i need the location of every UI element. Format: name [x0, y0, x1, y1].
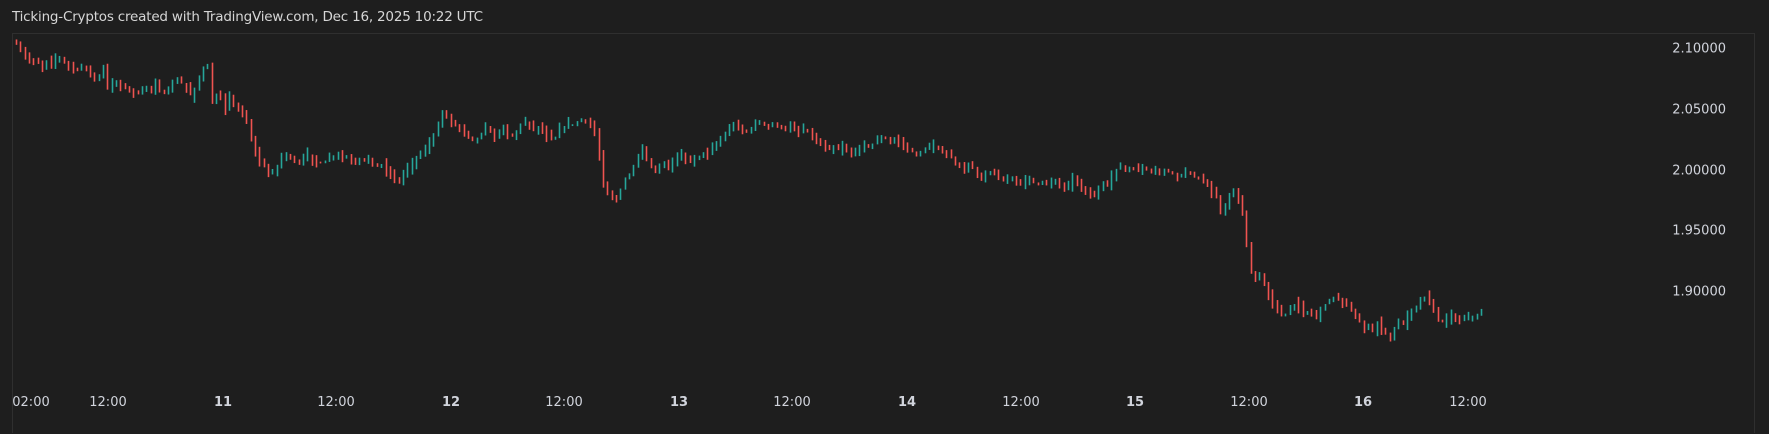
time-tick-label: 12:00 — [317, 395, 355, 410]
price-tick-label: 2.05000 — [1672, 102, 1726, 118]
price-tick-label: 1.95000 — [1672, 223, 1726, 239]
date-tick-label: 16 — [1353, 395, 1373, 410]
time-tick-label: 12:00 — [773, 395, 811, 410]
date-tick-label: 11 — [213, 395, 233, 410]
date-tick-label: 15 — [1125, 395, 1145, 410]
price-tick-label: 2.00000 — [1672, 163, 1726, 178]
time-tick-label: 12:00 — [1002, 395, 1040, 410]
price-tick-label: 2.10000 — [1672, 41, 1726, 57]
time-tick-label: 12:00 — [1449, 395, 1487, 410]
ohlc-plot[interactable] — [13, 34, 1756, 434]
time-tick-label: 12:00 — [1230, 395, 1268, 410]
price-tick-label: 1.90000 — [1672, 284, 1726, 300]
time-tick-label: 12:00 — [545, 395, 583, 410]
chart-title: Ticking-Cryptos created with TradingView… — [12, 9, 483, 25]
date-tick-label: 14 — [897, 395, 917, 410]
date-tick-label: 12 — [441, 395, 461, 410]
time-tick-label: 02:00 — [12, 395, 50, 410]
chart-frame: 2.10000 2.05000 2.00000 1.95000 1.90000 02:0… — [12, 33, 1755, 433]
date-tick-label: 13 — [669, 395, 689, 410]
time-tick-label: 12:00 — [89, 395, 127, 410]
